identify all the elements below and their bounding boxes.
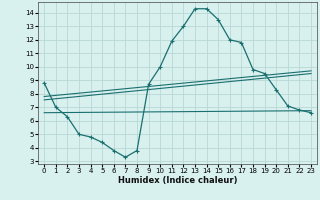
X-axis label: Humidex (Indice chaleur): Humidex (Indice chaleur) [118,176,237,185]
